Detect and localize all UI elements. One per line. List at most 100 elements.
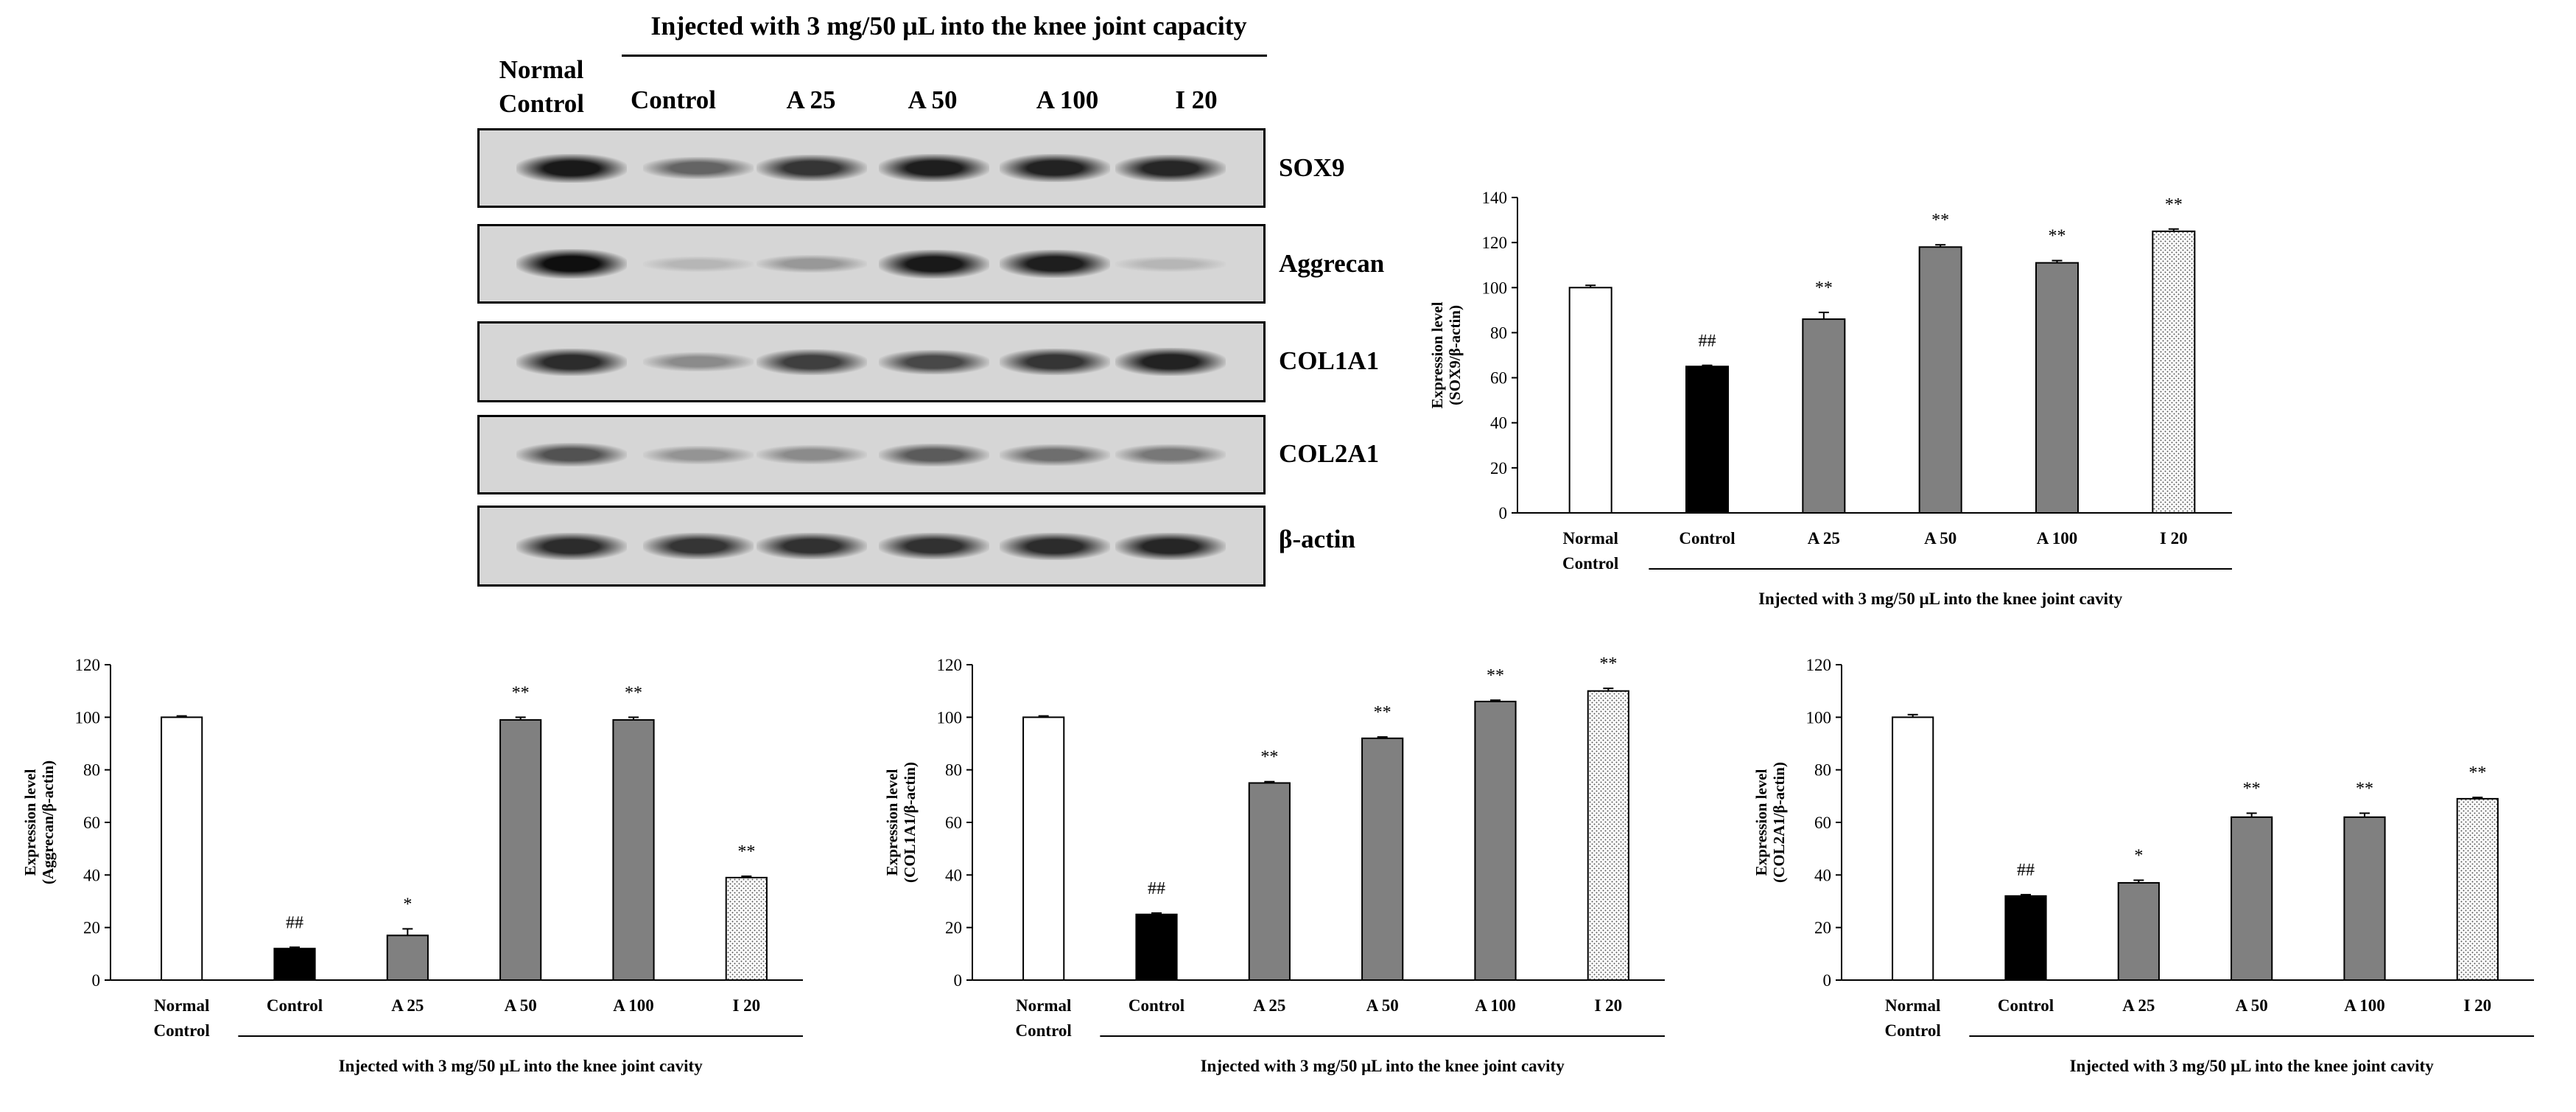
y-tick-label: 40: [83, 866, 100, 884]
significance-annotation: ##: [1148, 879, 1165, 898]
y-tick-label: 80: [1814, 761, 1831, 780]
significance-annotation: **: [2356, 780, 2373, 799]
significance-annotation: **: [1931, 211, 1949, 230]
blot-band: [516, 154, 627, 183]
y-tick-label: 80: [945, 761, 962, 780]
blot-band: [1000, 250, 1110, 278]
y-axis-label: Expression level: [1752, 769, 1770, 875]
y-tick-label: 40: [1814, 866, 1831, 884]
lane-label-normal-control: Normal Control: [486, 53, 597, 121]
blot-header-underline: [622, 55, 1267, 57]
blot-band: [1000, 444, 1110, 466]
y-tick-label: 40: [1490, 414, 1507, 433]
blot-strip-col1a1: [477, 321, 1266, 402]
y-tick-label: 100: [937, 708, 963, 727]
chart-col1a1: 0 20 40 60 80 100 120 Expression level (COL1A1/β…: [883, 654, 1665, 1075]
x-tick-label: A 100: [2037, 529, 2078, 548]
bar: [2152, 230, 2196, 514]
chart-sox9: 0 20 40 60 80 100 120 140 Expression level (SOX9/…: [1428, 189, 2232, 608]
y-tick-label: 20: [1814, 919, 1831, 937]
x-tick-label: A 25: [1808, 529, 1840, 548]
x-tick-label: Control: [1129, 996, 1185, 1015]
significance-annotation: **: [512, 683, 530, 702]
significance-annotation: **: [1260, 748, 1278, 767]
blot-strip-col2a1: [477, 415, 1266, 494]
blot-band: [643, 446, 754, 464]
chart-col2a1: 0 20 40 60 80 100 120 Expression level (COL2A1/β…: [1752, 656, 2534, 1075]
y-tick-label: 40: [945, 866, 962, 884]
y-tick-label: 60: [1814, 814, 1831, 832]
x-tick-label: I 20: [1594, 996, 1622, 1015]
significance-annotation: **: [1374, 703, 1391, 722]
blot-band: [643, 352, 754, 371]
blot-band: [1115, 256, 1226, 272]
x-tick-label: A 25: [2122, 996, 2155, 1015]
y-tick-label: 100: [1482, 279, 1508, 297]
lane-label-normal-line1: Normal: [499, 55, 584, 84]
x-tick-label: Control: [1562, 554, 1618, 573]
y-tick-label: 20: [945, 919, 962, 937]
blot-strip-aggrecan: [477, 224, 1266, 304]
x-tick-label: Control: [1679, 529, 1735, 548]
bar: [2117, 882, 2160, 981]
bar: [1248, 782, 1291, 981]
y-axis-label-sub: (Aggrecan/β-actin): [39, 760, 57, 884]
bar: [1685, 366, 1729, 514]
blot-band: [643, 256, 754, 272]
blot-band: [1000, 154, 1110, 182]
x-tick-label: I 20: [732, 996, 760, 1015]
x-tick-label: A 25: [1253, 996, 1285, 1015]
lane-label-a100: A 100: [1036, 85, 1099, 114]
blot-band: [1000, 349, 1110, 375]
lane-label-normal-line2: Control: [498, 89, 585, 118]
y-axis-label-sub: (COL2A1/β-actin): [1770, 762, 1788, 883]
blot-band: [1115, 533, 1226, 560]
bar: [1361, 737, 1404, 981]
y-tick-label: 80: [1490, 324, 1507, 342]
lane-label-i20: I 20: [1175, 85, 1218, 114]
y-tick-label: 120: [75, 656, 101, 674]
y-tick-label: 20: [83, 919, 100, 937]
bar: [1474, 700, 1517, 982]
lane-label-control: Control: [630, 85, 717, 114]
blot-band: [757, 533, 867, 559]
y-tick-label: 0: [92, 971, 101, 990]
blot-band: [757, 155, 867, 181]
blot-band: [516, 443, 627, 466]
significance-annotation: **: [2243, 780, 2261, 799]
bar: [612, 718, 655, 982]
y-axis-label-sub: (SOX9/β-actin): [1446, 305, 1464, 405]
blot-label-col2a1: COL2A1: [1279, 439, 1380, 468]
blot-band: [879, 533, 989, 559]
blot-band: [643, 157, 754, 179]
y-axis-label-sub: (COL1A1/β-actin): [901, 762, 919, 883]
significance-annotation: **: [737, 842, 755, 861]
blot-band: [643, 533, 754, 559]
y-tick-label: 60: [945, 814, 962, 832]
blot-band: [1115, 348, 1226, 376]
bar: [386, 934, 429, 982]
blot-band: [879, 250, 989, 279]
x-tick-label: Control: [154, 1021, 210, 1040]
blot-strip-beta-actin: [477, 506, 1266, 587]
x-tick-label: A 50: [505, 996, 537, 1015]
y-tick-label: 0: [1499, 504, 1508, 522]
group-label: Injected with 3 mg/50 μL into the knee j…: [1758, 590, 2123, 608]
blot-band: [516, 249, 627, 279]
blot-label-sox9: SOX9: [1279, 153, 1345, 182]
bar: [1135, 913, 1178, 982]
bar: [1918, 246, 1962, 514]
x-tick-label: A 100: [613, 996, 654, 1015]
significance-annotation: ##: [1699, 332, 1716, 351]
x-tick-label: Control: [1016, 1021, 1072, 1040]
blot-label-col1a1: COL1A1: [1279, 346, 1380, 375]
bar: [1892, 716, 1934, 981]
y-tick-label: 140: [1482, 189, 1508, 207]
y-tick-label: 100: [1806, 708, 1832, 727]
x-tick-label: A 50: [2236, 996, 2268, 1015]
significance-annotation: **: [2468, 763, 2486, 783]
blot-band: [757, 255, 867, 273]
y-tick-label: 120: [1482, 234, 1508, 252]
significance-annotation: ##: [2017, 861, 2035, 880]
blot-label-beta-actin: β-actin: [1279, 525, 1355, 553]
